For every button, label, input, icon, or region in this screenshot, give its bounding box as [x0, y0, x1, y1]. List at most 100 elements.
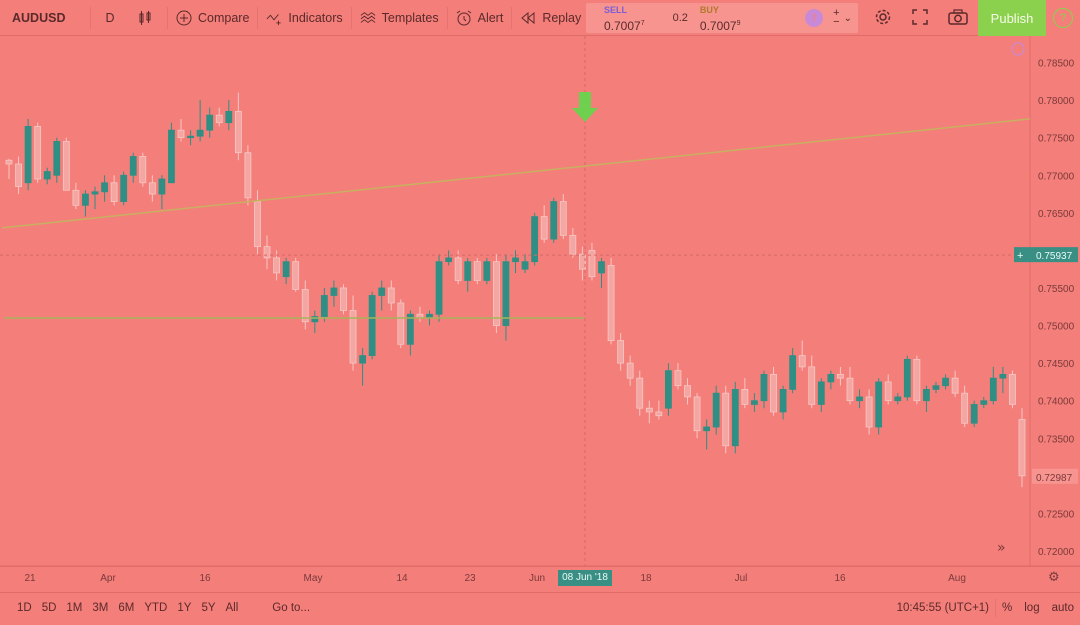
candle — [760, 373, 768, 402]
candle — [989, 377, 997, 402]
chart-pane[interactable]: 0.78500 0.78000 0.77500 0.77000 0.76500 0.755… — [0, 36, 1080, 567]
auto-toggle[interactable]: auto — [1051, 602, 1074, 614]
candle — [24, 126, 32, 184]
templates-button[interactable]: Templates — [352, 0, 447, 36]
gear-icon[interactable] — [864, 8, 902, 29]
timeframe-ytd[interactable]: YTD — [144, 601, 168, 614]
candle — [722, 392, 730, 447]
interval-selector[interactable]: D — [105, 10, 115, 25]
candle — [368, 295, 376, 357]
candle — [273, 257, 280, 274]
timeframe-all[interactable]: All — [225, 601, 239, 614]
chart-type-button[interactable] — [129, 0, 167, 36]
candle — [770, 373, 777, 413]
candle — [798, 355, 806, 368]
candle — [645, 407, 653, 413]
time-scale-label: Apr — [100, 573, 116, 584]
timeframe-6m[interactable]: 6M — [118, 601, 135, 614]
candle — [120, 174, 128, 202]
timeframe-buttons: 1D 5D 1M 3M 6M YTD 1Y 5Y All — [0, 602, 243, 614]
candle — [942, 377, 949, 387]
candle — [483, 261, 491, 281]
candle — [932, 385, 940, 390]
candle — [607, 265, 615, 341]
alert-button[interactable]: Alert — [448, 0, 512, 36]
candle — [158, 178, 166, 195]
plus-circle-icon — [176, 10, 192, 26]
price-scale-label: 0.77500 — [1038, 134, 1075, 145]
candle — [884, 381, 892, 402]
candle — [34, 126, 42, 180]
candle — [330, 287, 338, 296]
candle — [301, 289, 309, 323]
candle — [741, 389, 749, 405]
percent-toggle[interactable]: % — [1002, 602, 1013, 614]
trade-controls: ! + − ⌄ — [805, 7, 858, 28]
time-scale-settings-icon[interactable]: ⚙ — [1048, 570, 1060, 585]
down-arrow-icon — [572, 92, 598, 122]
timeframe-1d[interactable]: 1D — [17, 601, 32, 614]
candle — [779, 389, 787, 413]
candle — [531, 216, 539, 263]
crosshair-date-label: 08 Jun '18 — [558, 570, 612, 586]
goto-button[interactable]: Go to... — [272, 601, 311, 614]
candle — [311, 316, 319, 323]
candle — [62, 141, 70, 191]
timeframe-5y[interactable]: 5Y — [201, 601, 216, 614]
candle — [187, 135, 194, 139]
fullscreen-icon[interactable] — [902, 8, 938, 28]
bottom-toolbar: 1D 5D 1M 3M 6M YTD 1Y 5Y All Go to... 10:45:55 (… — [0, 592, 1080, 622]
candle — [665, 370, 672, 409]
scroll-to-realtime-icon[interactable]: » — [997, 540, 1006, 556]
info-icon[interactable]: ! — [805, 9, 824, 27]
indicators-button[interactable]: Indicators — [258, 0, 350, 36]
candle — [378, 287, 386, 296]
time-scale[interactable]: 21 Apr 16 May 14 23 Jun 18 Jul 16 Aug 08 Jun '18 ⚙ — [0, 566, 1080, 592]
symbol-search[interactable]: AUDUSD — [12, 10, 66, 25]
timeframe-3m[interactable]: 3M — [92, 601, 109, 614]
timeframe-5d[interactable]: 5D — [41, 601, 57, 614]
low-price-badge — [1032, 468, 1078, 484]
candle — [684, 385, 691, 398]
timeframe-1y[interactable]: 1Y — [177, 601, 192, 614]
compare-button[interactable]: Compare — [168, 0, 257, 36]
price-scale-label: 0.78500 — [1038, 59, 1075, 70]
clock[interactable]: 10:45:55 (UTC+1) — [896, 602, 990, 614]
sell-button[interactable]: SELL 0.70077 — [586, 4, 645, 33]
candle — [856, 396, 863, 402]
candle — [101, 182, 108, 193]
time-scale-label: 16 — [199, 573, 211, 584]
candle — [875, 381, 883, 428]
candle — [234, 110, 242, 154]
timeframe-1m[interactable]: 1M — [66, 601, 83, 614]
candle — [349, 310, 357, 364]
help-icon[interactable]: ? — [1046, 0, 1080, 36]
quantity-stepper-icon[interactable]: + − — [833, 7, 840, 28]
trend-line[interactable] — [1, 118, 1031, 229]
replay-button[interactable]: Replay — [512, 0, 589, 36]
candle — [999, 373, 1007, 379]
time-scale-label: 14 — [396, 573, 408, 584]
publish-button[interactable]: Publish — [978, 0, 1046, 36]
candle — [636, 377, 644, 409]
candle — [244, 152, 252, 199]
crosshair-plus-icon[interactable]: + — [1017, 250, 1023, 262]
log-toggle[interactable]: log — [1024, 602, 1040, 614]
indicator-status-icon[interactable] — [1011, 42, 1025, 56]
price-scale-label: 0.74000 — [1038, 397, 1075, 408]
candle — [139, 156, 147, 184]
candle — [263, 246, 271, 259]
price-chart[interactable]: 0.78500 0.78000 0.77500 0.77000 0.76500 0.755… — [0, 36, 1080, 567]
candle — [43, 171, 51, 180]
candle — [53, 141, 61, 176]
chevron-down-icon[interactable]: ⌄ — [843, 12, 852, 24]
sell-price: 0.70077 — [604, 18, 645, 33]
price-scale-label: 0.75000 — [1038, 322, 1075, 333]
camera-icon[interactable] — [938, 8, 978, 28]
time-scale-label: Jun — [528, 573, 546, 584]
buy-button[interactable]: BUY 0.70079 — [694, 4, 741, 33]
current-price-badge — [1014, 247, 1078, 263]
candle — [846, 377, 854, 402]
candle — [894, 396, 902, 402]
price-scale-label: 0.73500 — [1038, 434, 1075, 445]
